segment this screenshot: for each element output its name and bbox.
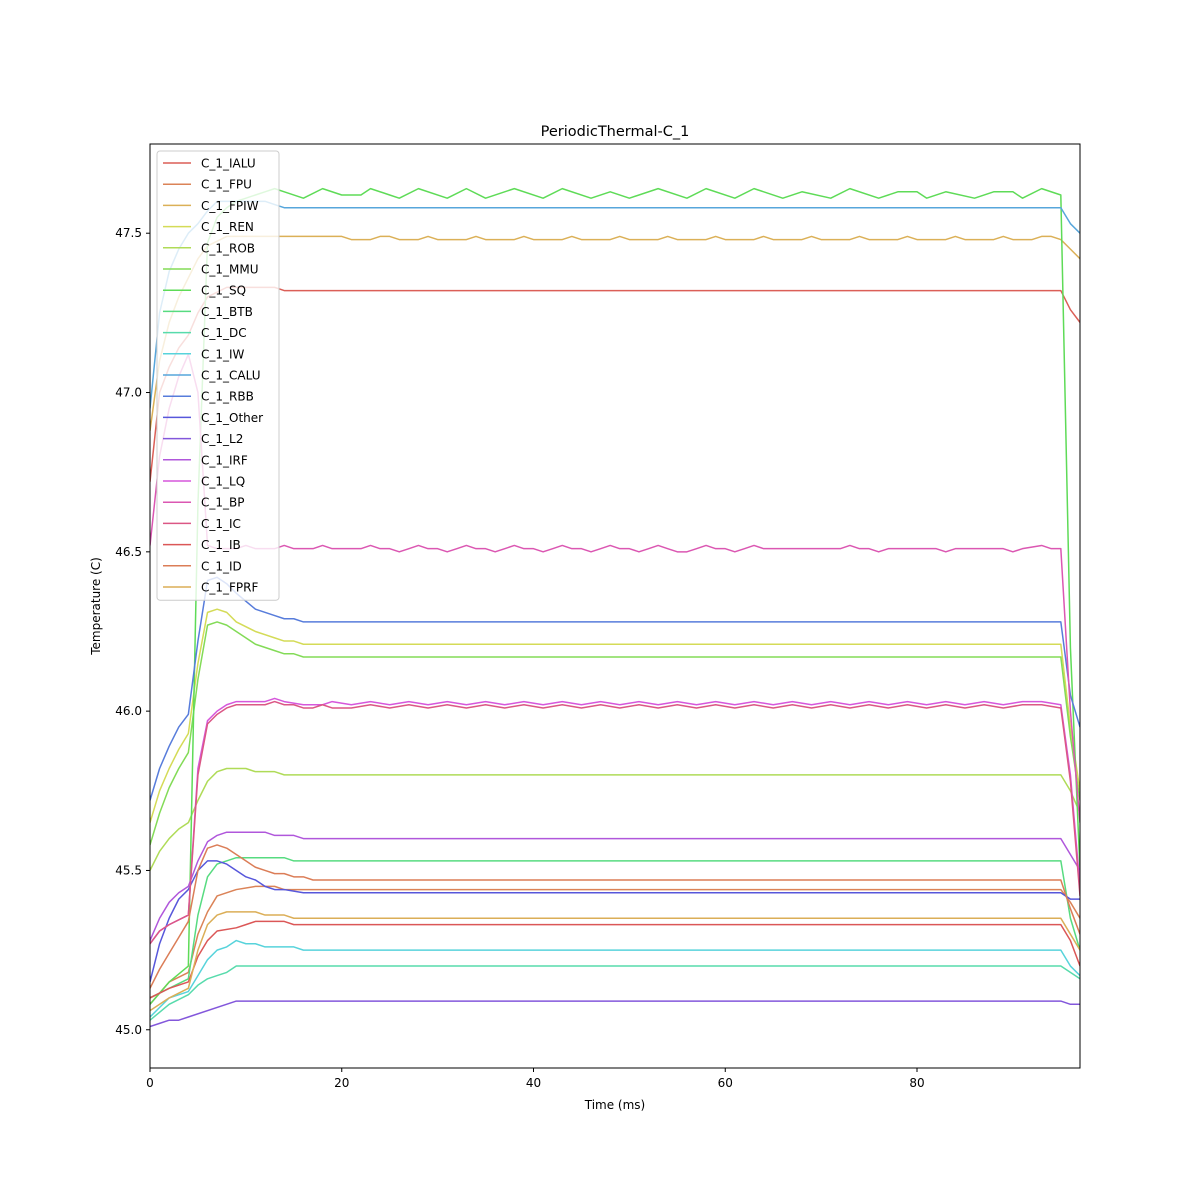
series-line-c-1-ic <box>150 700 1080 945</box>
y-tick-label: 47.5 <box>115 226 142 240</box>
legend-label: C_1_ID <box>201 559 242 573</box>
series-line-c-1-fprf <box>150 911 1080 1012</box>
legend-label: C_1_FPRF <box>201 581 258 595</box>
x-axis: 0 20 40 60 80 <box>146 1068 925 1090</box>
y-tick-label: 47.0 <box>115 386 142 400</box>
legend-label: C_1_L2 <box>201 432 243 446</box>
series-line-c-1-mmu <box>150 621 1080 846</box>
y-tick-label: 46.0 <box>115 704 142 718</box>
legend-box <box>156 150 280 601</box>
y-tick-label: 45.5 <box>115 863 142 877</box>
legend-label: C_1_DC <box>201 326 247 340</box>
legend-label: C_1_IRF <box>201 453 248 467</box>
legend-label: C_1_IC <box>201 517 241 531</box>
legend-label: C_1_FPIW <box>201 199 259 213</box>
x-axis-label: Time (ms) <box>584 1098 646 1112</box>
x-tick-label: 80 <box>909 1076 924 1090</box>
series-line-c-1-ialu <box>150 286 1080 482</box>
series-layer <box>150 187 1080 1028</box>
y-axis: 45.0 45.5 46.0 46.5 47.0 47.5 <box>115 226 150 1037</box>
series-line-c-1-ren <box>150 608 1080 823</box>
series-line-c-1-ib <box>150 920 1080 999</box>
series-line-c-1-rbb <box>150 576 1080 801</box>
chart-title: PeriodicThermal-C_1 <box>541 124 690 140</box>
series-line-c-1-other <box>150 860 1080 983</box>
series-line-c-1-irf <box>150 831 1080 941</box>
y-tick-label: 46.5 <box>115 545 142 559</box>
series-line-c-1-lq <box>150 697 1080 945</box>
legend-label: C_1_IALU <box>201 157 256 171</box>
legend-label: C_1_Other <box>201 411 263 425</box>
legend-label: C_1_CALU <box>201 369 260 383</box>
legend-label: C_1_MMU <box>201 263 259 277</box>
series-line-c-1-calu <box>150 200 1080 409</box>
series-line-c-1-id <box>150 844 1080 989</box>
series-line-c-1-btb <box>150 856 1080 999</box>
series-line-c-1-sq <box>150 187 1080 1005</box>
series-line-c-1-bp <box>150 353 1080 823</box>
legend: C_1_IALU C_1_FPU C_1_FPIW C_1_REN C_1_ROB C_1… <box>156 150 280 601</box>
legend-label: C_1_BTB <box>201 305 253 319</box>
legend-label: C_1_FPU <box>201 178 252 192</box>
series-line-c-1-fpiw <box>150 235 1080 431</box>
y-axis-label: Temperature (C) <box>89 557 103 656</box>
x-tick-label: 60 <box>718 1076 733 1090</box>
series-line-c-1-rob <box>150 767 1080 871</box>
series-line-c-1-fpu <box>150 885 1080 1005</box>
legend-label: C_1_BP <box>201 496 244 510</box>
x-tick-label: 0 <box>146 1076 154 1090</box>
series-line-c-1-iw <box>150 939 1080 1018</box>
legend-label: C_1_IB <box>201 538 241 552</box>
legend-label: C_1_ROB <box>201 241 255 255</box>
series-line-c-1-l2 <box>150 1000 1080 1028</box>
legend-label: C_1_SQ <box>201 284 246 298</box>
legend-label: C_1_RBB <box>201 390 254 404</box>
x-tick-label: 20 <box>334 1076 349 1090</box>
x-tick-label: 40 <box>526 1076 541 1090</box>
legend-label: C_1_IW <box>201 347 245 361</box>
legend-label: C_1_REN <box>201 220 254 234</box>
legend-label: C_1_LQ <box>201 475 245 489</box>
plot-frame <box>149 143 1081 1069</box>
series-line-c-1-dc <box>150 965 1080 1021</box>
y-tick-label: 45.0 <box>115 1023 142 1037</box>
